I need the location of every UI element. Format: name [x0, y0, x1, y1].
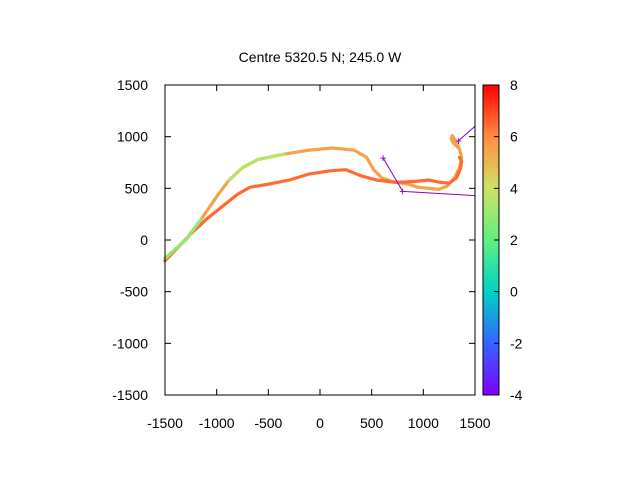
colorbar-tick-label-0: -4: [510, 387, 523, 403]
x-tick-label-2: -500: [254, 415, 282, 431]
y-tick-label-3: 0: [140, 232, 148, 248]
y-tick-label-1: -1000: [112, 335, 148, 351]
marker-1: +: [380, 151, 387, 165]
colorbar-axis: -4 -2 0 2 4 6 8: [494, 77, 523, 403]
track-line-1: [163, 134, 464, 261]
colorbar-tick-label-2: 0: [510, 284, 518, 300]
marker-3: +: [455, 134, 462, 148]
colorbar-tick-label-4: 4: [510, 180, 518, 196]
x-tick-label-3: 0: [316, 415, 324, 431]
marker-2: +: [399, 184, 406, 198]
y-tick-label-2: -500: [120, 284, 148, 300]
chart-title: Centre 5320.5 N; 245.0 W: [239, 49, 402, 65]
track-line-1-tail: [163, 217, 203, 261]
y-tick-label-5: 1000: [117, 129, 148, 145]
y-axis: -1500 -1000 -500 0 500 1000 1500: [112, 77, 475, 403]
x-tick-label-4: 500: [360, 415, 384, 431]
x-axis: -1500 -1000 -500 0 500 1000 1500: [147, 85, 491, 431]
colorbar-tick-label-1: -2: [510, 335, 523, 351]
colorbar-tick-label-3: 2: [510, 232, 518, 248]
series-layer: [163, 134, 464, 263]
track-line-1-mid: [227, 152, 286, 182]
x-tick-label-1: -1000: [199, 415, 235, 431]
overlay-line-3: [458, 125, 476, 142]
overlay-line-1: [382, 157, 404, 192]
y-tick-label-0: -1500: [112, 387, 148, 403]
y-tick-label-6: 1500: [117, 77, 148, 93]
overlay-layer: [382, 125, 476, 197]
colorbar-tick-label-5: 6: [510, 129, 518, 145]
marker-layer: + + +: [380, 134, 462, 199]
overlay-line-2: [402, 190, 476, 197]
track-line-2: [163, 155, 464, 263]
y-tick-label-4: 500: [125, 180, 149, 196]
plot-frame: [164, 84, 476, 396]
x-tick-label-5: 1000: [408, 415, 439, 431]
x-tick-label-0: -1500: [147, 415, 183, 431]
colorbar-tick-label-6: 8: [510, 77, 518, 93]
x-tick-label-6: 1500: [459, 415, 490, 431]
